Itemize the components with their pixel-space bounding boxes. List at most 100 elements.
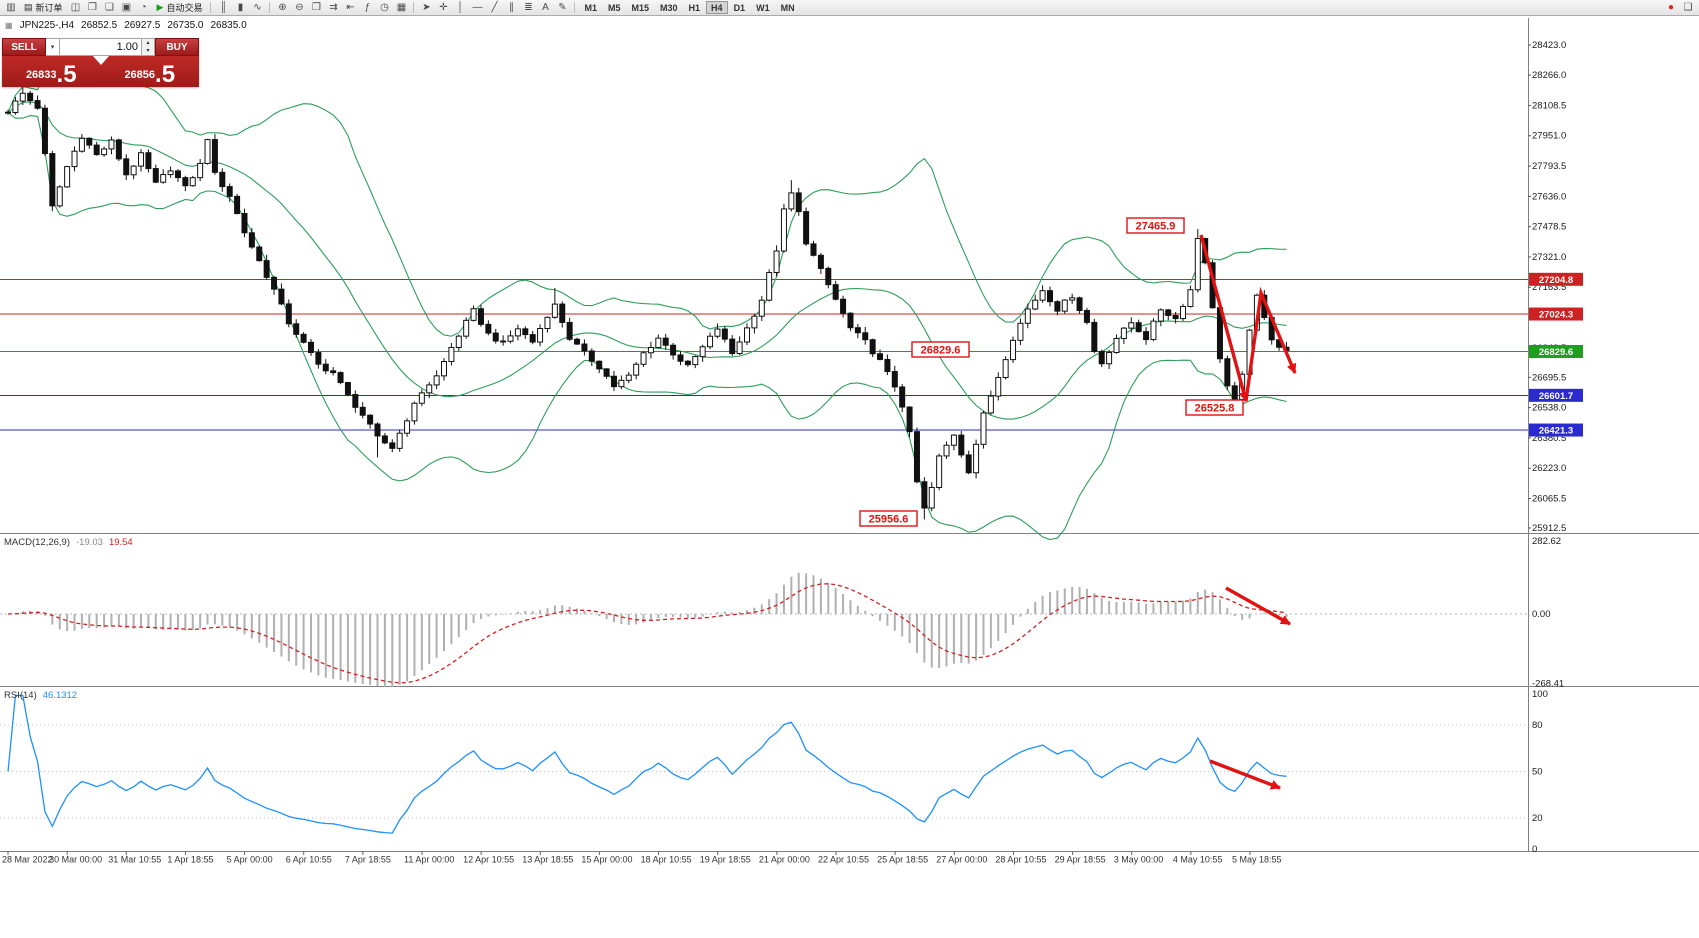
auto-scroll-icon[interactable]: ⇉ (329, 2, 338, 13)
candle (803, 211, 810, 245)
panel-frames (0, 18, 1699, 852)
candle (1061, 299, 1068, 312)
new-chart-icon[interactable]: ▥ (6, 2, 16, 13)
fibonacci-icon[interactable]: ≣ (524, 2, 533, 13)
periods-icon[interactable]: ◷ (380, 2, 389, 13)
new-order-button-label: 新订单 (35, 3, 63, 13)
macd-panel[interactable] (0, 572, 1528, 688)
candle (315, 352, 322, 365)
autotrading-button[interactable]: ▶ 自动交易 (153, 1, 207, 15)
callout-box[interactable] (1126, 217, 1185, 234)
rsi-trend-arrow[interactable] (1209, 759, 1281, 790)
candle (448, 346, 455, 363)
candle (1069, 297, 1076, 301)
timeframe-d1[interactable]: D1 (733, 2, 746, 13)
cursor-icon[interactable]: ➤ (422, 2, 431, 13)
trend-arrows[interactable] (1199, 234, 1297, 790)
timeframe-m30[interactable]: M30 (660, 2, 678, 13)
indicators-icon[interactable]: ƒ (364, 2, 371, 13)
candlestick-chart-icon[interactable]: ▮ (237, 2, 244, 13)
market-watch-icon[interactable]: ◫ (70, 2, 81, 13)
strategy-tester-icon[interactable]: ◔ (140, 2, 147, 13)
crosshair-icon[interactable]: ✛ (439, 2, 448, 13)
macd-trend-arrow[interactable] (1225, 586, 1291, 626)
zoom-in-icon[interactable]: ⊕ (278, 2, 287, 13)
callout-box[interactable] (1185, 399, 1244, 416)
ohlc-close: 26835.0 (210, 20, 247, 31)
trendline-icon[interactable]: ╱ (491, 2, 498, 13)
candle (86, 137, 93, 146)
timeframe-h1[interactable]: H1 (688, 2, 701, 13)
volume-stepper[interactable]: ▴ ▾ (142, 38, 155, 56)
templates-icon[interactable]: ▦ (396, 2, 407, 13)
rsi-panel[interactable] (0, 694, 1528, 834)
text-icon[interactable]: A (542, 2, 549, 13)
tile-windows-icon[interactable]: ❒ (311, 2, 321, 13)
timeframe-h4[interactable]: H4 (706, 1, 728, 14)
zoom-out-icon[interactable]: ⊖ (295, 2, 304, 13)
candle (263, 260, 270, 278)
candle (603, 368, 610, 377)
timeframe-mn[interactable]: MN (780, 2, 795, 13)
price-axis-label: 28266.0 (1532, 70, 1566, 81)
price-badge (1529, 388, 1583, 402)
candle (618, 379, 625, 388)
price-axis-label: 28108.5 (1532, 100, 1566, 111)
record-icon[interactable]: ● (1667, 2, 1675, 13)
candle (1143, 331, 1150, 341)
candle (12, 100, 19, 114)
buy-button[interactable]: BUY (155, 38, 199, 56)
candle (485, 323, 492, 334)
time-axis-label: 15 Apr 00:00 (581, 855, 632, 865)
horizontal-line-icon[interactable]: ― (472, 2, 483, 13)
candle (352, 393, 359, 408)
main-trend-arrow[interactable] (1199, 234, 1249, 402)
price-badge (1529, 272, 1583, 286)
buy-price-display[interactable]: 26856.5 (100, 56, 199, 87)
callout-box[interactable] (911, 341, 970, 358)
line-chart-icon[interactable]: ∿ (253, 2, 262, 13)
rsi-axis-label: 0 (1532, 844, 1537, 855)
timeframe-m1[interactable]: M1 (584, 2, 597, 13)
arrow-objects-icon[interactable]: ✎ (558, 2, 567, 13)
candle (537, 328, 544, 343)
timeframe-m5[interactable]: M5 (607, 2, 621, 13)
stepper-down-icon[interactable]: ▾ (146, 48, 150, 54)
sell-price-display[interactable]: 26833.5 (2, 56, 101, 87)
candle (300, 333, 307, 343)
new-order-button[interactable]: ▤ 新订单 (20, 1, 67, 15)
price-axis[interactable]: 28423.0 28266.0 28108.5 27951.0 27793.5 27636… (1528, 40, 1583, 534)
volume-input[interactable] (60, 38, 142, 56)
candle (381, 435, 388, 444)
time-axis-label: 18 Apr 10:55 (641, 855, 692, 865)
candle (241, 213, 248, 234)
price-axis-label: 26380.5 (1532, 433, 1566, 444)
equidistant-channel-icon[interactable]: ∥ (508, 2, 514, 13)
data-window-icon[interactable]: ❐ (88, 2, 98, 13)
navigator-icon[interactable]: ❏ (105, 2, 115, 13)
timeframe-w1[interactable]: W1 (756, 2, 770, 13)
rsi-value: 46.1312 (42, 690, 78, 701)
bar-chart-icon[interactable]: ║ (219, 2, 228, 13)
main-trend-arrow[interactable] (1244, 286, 1297, 402)
callout-annotations[interactable]: 27465.9 26829.6 26525.8 25956.6 (859, 217, 1244, 527)
candle (93, 144, 100, 156)
candle (647, 346, 654, 354)
terminal-icon[interactable]: ▣ (121, 2, 132, 13)
callout-box[interactable] (859, 510, 918, 527)
price-axis-label: 27951.0 (1532, 131, 1566, 142)
rsi-label: RSI(14) (4, 690, 37, 701)
vertical-line-icon[interactable]: │ (457, 2, 464, 13)
timeframe-m15[interactable]: M15 (631, 2, 650, 13)
stepper-up-icon[interactable]: ▴ (146, 40, 150, 46)
window-icon[interactable]: ❑ (1683, 2, 1693, 13)
candle (64, 166, 71, 188)
candle (19, 92, 26, 102)
sell-button[interactable]: SELL (2, 38, 46, 56)
toolbar: ▥ ▤ 新订单 ◫ ❐ ❏ ▣ ◔ ▶ 自动交易 ║ ▮ ∿ ⊕ ⊖ ❒ ⇉ ⇤ ƒ ◷ ▦ ➤ ✛ │ ― ╱ ∥ ≣ A ✎ M1 M5 M… (0, 0, 1699, 16)
volume-dropdown-caret[interactable]: ▾ (46, 38, 60, 56)
candle (758, 299, 765, 317)
chart-shift-icon[interactable]: ⇤ (346, 2, 355, 13)
